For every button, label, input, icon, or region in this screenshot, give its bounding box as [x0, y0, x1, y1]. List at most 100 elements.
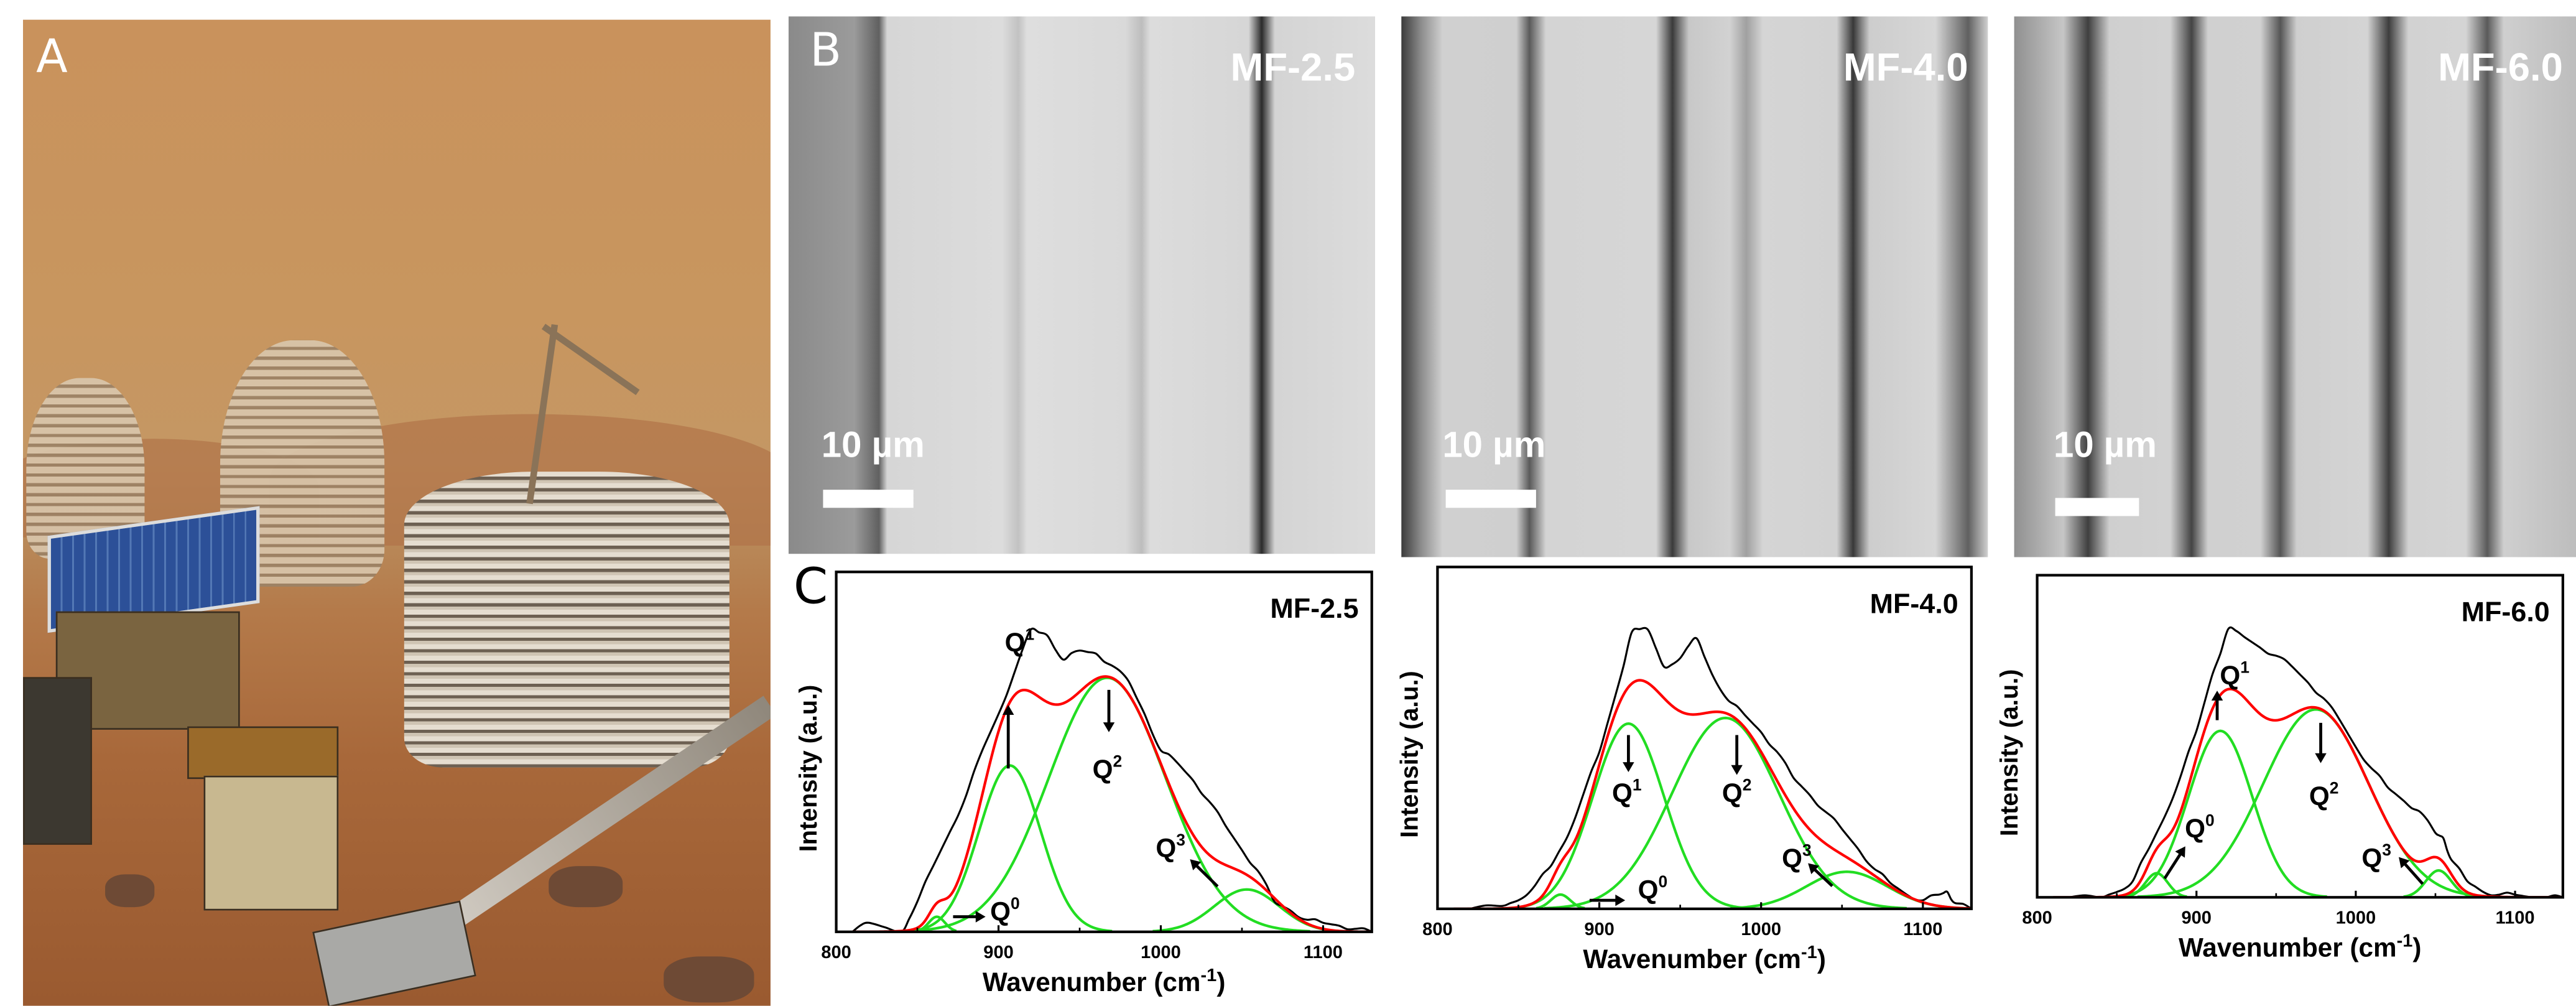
rock — [664, 956, 754, 1003]
fit-envelope — [852, 675, 1372, 932]
axes-frame — [835, 571, 1373, 933]
peak-label-q0: Q0 — [990, 894, 1020, 926]
sem-image-mf-2-5: B MF-2.5 10 µm — [788, 16, 1376, 554]
arrow-head-icon — [1615, 894, 1626, 906]
fit-envelope — [1453, 679, 1971, 909]
x-axis-label-end: ) — [1817, 944, 1826, 974]
peak-label-sup: 0 — [1659, 872, 1668, 891]
sem-image-mf-6-0: MF-6.0 10 µm — [2014, 16, 2576, 557]
peak-label-base: Q — [2220, 661, 2240, 690]
peak-label-base: Q — [1722, 778, 1743, 808]
peak-label-q2: Q2 — [1722, 775, 1752, 807]
peak-label-sup: 0 — [2205, 811, 2215, 829]
x-tick-label: 1100 — [2496, 908, 2535, 928]
measured-spectrum — [851, 627, 1372, 932]
peak-label-q2: Q2 — [2309, 779, 2339, 811]
x-tick-label: 800 — [2022, 908, 2052, 928]
x-axis-label-text: Wavenumber (cm — [983, 967, 1201, 997]
peak-label-sup: 3 — [1802, 841, 1812, 860]
component-peak-q1 — [2113, 729, 2327, 898]
raman-spectrum-mf-2-5: 800 900 1000 1100 Wavenumber (cm-1) Intensity… — [795, 571, 1373, 997]
peak-label-q3: Q3 — [1782, 841, 1812, 873]
peak-label-sup: 2 — [2330, 779, 2339, 798]
arrow-shaft — [2163, 852, 2182, 880]
x-tick-label: 900 — [983, 943, 1013, 962]
peak-label-q1: Q1 — [2220, 658, 2249, 690]
peak-label-q3: Q3 — [2361, 841, 2391, 872]
printed-habitat — [404, 472, 730, 768]
chart-svg: 800 900 1000 1100 Wavenumber (cm-1) Intensity… — [1996, 574, 2565, 962]
scale-bar-label: 10 µm — [2053, 424, 2157, 465]
sample-label: MF-4.0 — [1843, 45, 1968, 91]
x-axis-label-sup: -1 — [1201, 966, 1217, 985]
component-peak-q2 — [1544, 716, 1907, 909]
arrow-head-icon — [1103, 722, 1115, 732]
peak-label-sup: 1 — [1633, 775, 1642, 794]
fit-envelope — [2053, 687, 2563, 898]
component-peak-q2 — [2137, 708, 2495, 898]
peak-label-sup: 2 — [1743, 775, 1752, 794]
sample-label: MF-2.5 — [1230, 45, 1356, 91]
rover-track — [22, 677, 92, 845]
axes-frame — [2036, 574, 2565, 899]
y-axis-label: Intensity (a.u.) — [1396, 671, 1424, 838]
rock — [549, 866, 623, 908]
arrow-head-icon — [2175, 846, 2185, 858]
peak-label-sup: 3 — [1176, 831, 1185, 849]
arrow-shaft — [1195, 864, 1219, 888]
x-tick-label: 800 — [1422, 920, 1452, 939]
peak-label-q1: Q1 — [1005, 625, 1035, 656]
peak-label-sup: 3 — [2382, 841, 2391, 859]
arrow-shaft — [1813, 867, 1833, 887]
scale-bar — [2055, 498, 2139, 516]
plot-area — [851, 627, 1372, 932]
panel-label-a: A — [36, 29, 68, 84]
sample-title: MF-6.0 — [2462, 596, 2550, 628]
arrow-head-icon — [2211, 691, 2223, 701]
peak-label-q3: Q3 — [1156, 831, 1185, 862]
hopper — [187, 726, 339, 780]
x-tick-label: 1000 — [1141, 943, 1181, 962]
x-tick-label: 1000 — [2336, 908, 2376, 928]
x-tick-label: 900 — [2182, 908, 2212, 928]
peak-label-base: Q — [2185, 814, 2205, 843]
arrow-head-icon — [2399, 857, 2410, 869]
y-axis-label: Intensity (a.u.) — [1996, 669, 2023, 837]
arrow-head-icon — [1002, 705, 1014, 715]
x-axis-label-sup: -1 — [1801, 943, 1817, 962]
peak-label-base: Q — [1782, 844, 1802, 873]
measured-spectrum — [2069, 626, 2563, 898]
peak-label-base: Q — [1612, 778, 1633, 808]
scale-bar-label: 10 µm — [821, 424, 925, 465]
mars-habitat-illustration: A — [22, 19, 771, 1006]
raman-spectrum-mf-6-0: 800 900 1000 1100 Wavenumber (cm-1) Intensity… — [1996, 574, 2565, 962]
panel-label-b: B — [810, 22, 842, 78]
peak-label-base: Q — [1156, 834, 1176, 863]
component-peak-q3 — [2403, 869, 2474, 898]
raman-spectrum-mf-4-0: 800 900 1000 1100 Wavenumber (cm-1) Intensity… — [1396, 566, 1973, 974]
scale-bar — [1445, 490, 1536, 508]
rock — [105, 874, 155, 908]
x-axis-label: Wavenumber (cm-1) — [1583, 943, 1826, 974]
sample-label: MF-6.0 — [2438, 45, 2563, 91]
peak-label-q0: Q0 — [2185, 811, 2215, 842]
peak-label-base: Q — [2309, 781, 2330, 811]
peak-label-q0: Q0 — [1638, 872, 1668, 904]
panel-label-c: C — [793, 559, 828, 617]
arrow-shaft — [2403, 862, 2424, 885]
y-axis-label: Intensity (a.u.) — [795, 685, 822, 852]
peak-label-base: Q — [990, 897, 1011, 926]
x-tick-label: 1100 — [1903, 920, 1942, 939]
x-tick-label: 1000 — [1741, 920, 1781, 939]
plot-area — [1453, 626, 1971, 909]
peak-label-base: Q — [1638, 875, 1659, 905]
component-peak-q1 — [907, 764, 1113, 932]
arrow-head-icon — [975, 911, 986, 923]
x-axis-label: Wavenumber (cm-1) — [983, 966, 1226, 997]
measured-spectrum — [1470, 626, 1971, 909]
component-peak-q2 — [904, 676, 1310, 932]
peak-label-q2: Q2 — [1093, 752, 1123, 784]
peak-label-sup: 0 — [1011, 894, 1020, 913]
x-axis-label-text: Wavenumber (cm — [2179, 933, 2397, 962]
